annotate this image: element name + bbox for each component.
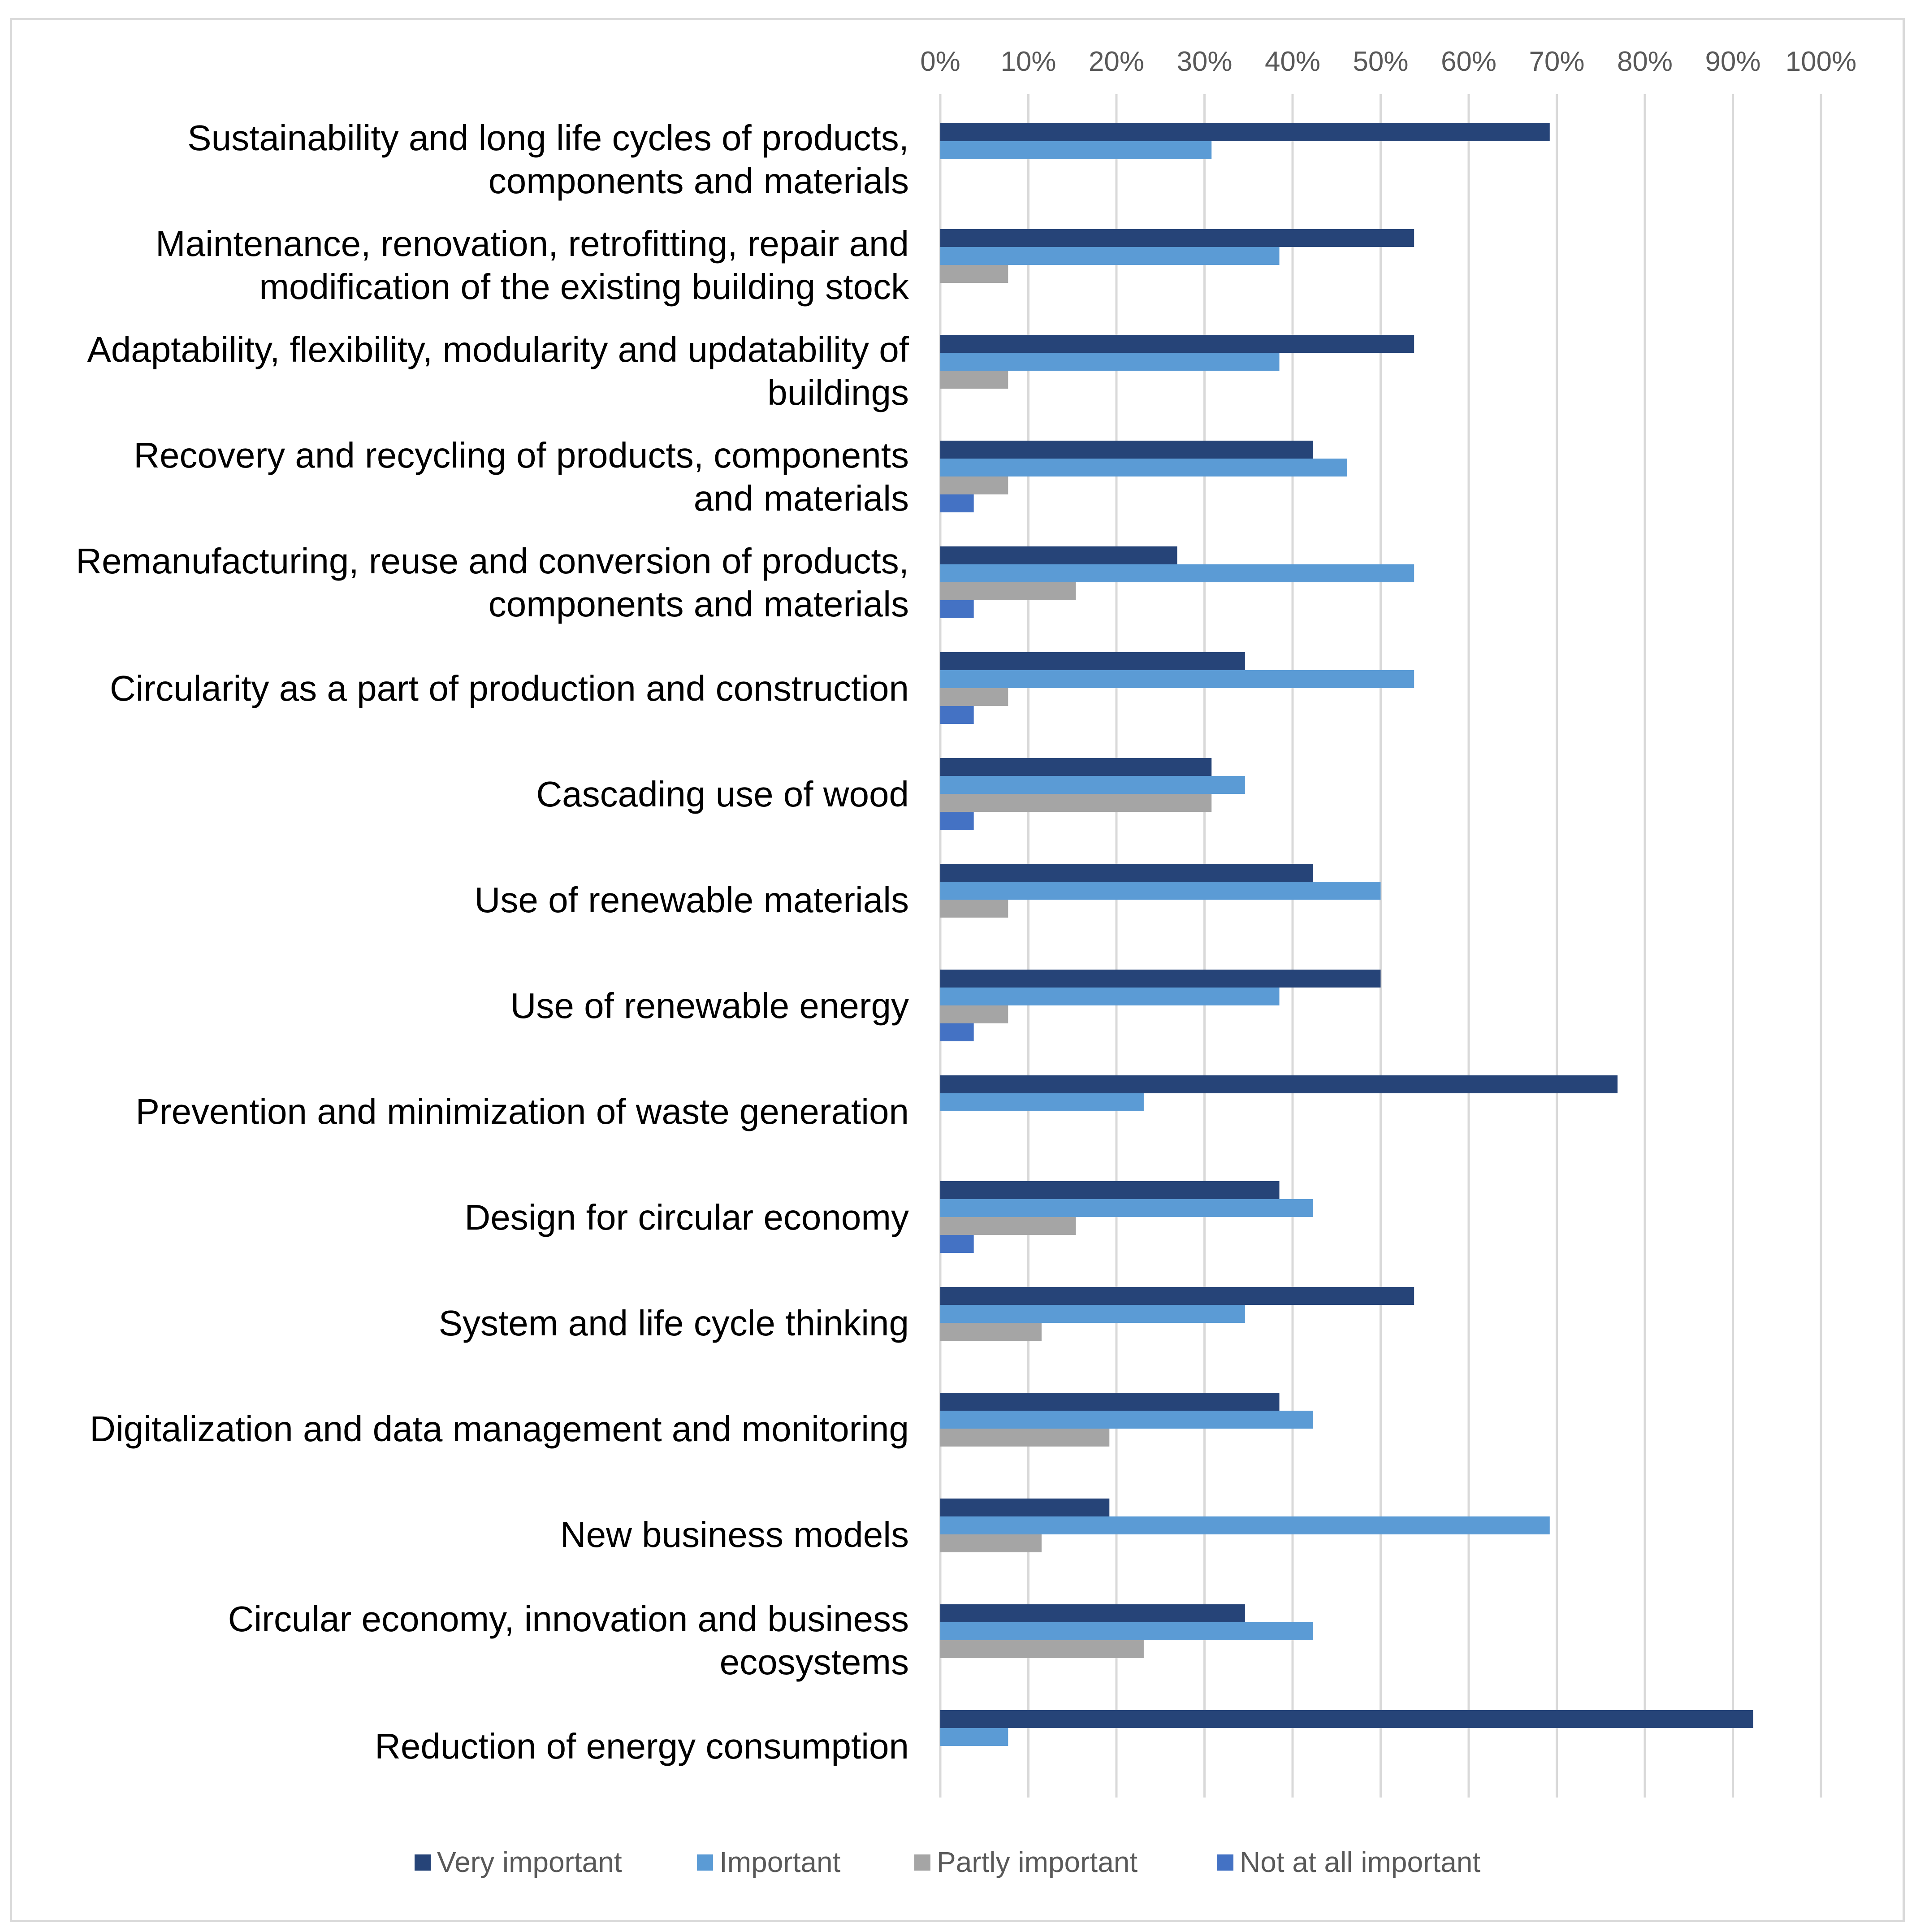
bar [940,1710,1753,1728]
category-label: Digitalization and data management and m… [90,1409,909,1449]
legend-label: Very important [437,1846,622,1878]
legend-item: Important [697,1846,841,1878]
bar [940,1622,1313,1640]
x-tick-label: 0% [920,46,960,77]
x-tick-label: 80% [1617,46,1673,77]
bar [940,1534,1042,1552]
bar [940,477,1008,494]
bar [940,794,1212,812]
x-tick-label: 10% [1000,46,1056,77]
bar [940,564,1414,582]
legend-item: Partly important [914,1846,1137,1878]
bar [940,812,974,830]
bar [940,1023,974,1041]
bar [940,441,1313,459]
bar [940,1181,1280,1199]
category-label: Maintenance, renovation, retrofitting, r… [156,224,909,307]
category-label: Sustainability and long life cycles of p… [187,118,909,201]
x-tick-label: 50% [1353,46,1408,77]
x-tick-label: 30% [1176,46,1232,77]
bar [940,864,1313,882]
bar [940,1305,1245,1323]
x-tick-label: 40% [1265,46,1320,77]
bar [940,582,1076,600]
bar [940,1075,1618,1093]
category-label: Prevention and minimization of waste gen… [136,1092,909,1131]
bar [940,776,1245,794]
category-label: System and life cycle thinking [439,1303,909,1343]
category-labels: Sustainability and long life cycles of p… [76,118,909,1766]
category-label: Use of renewable energy [510,986,909,1026]
bar [940,900,1008,918]
legend-swatch [1217,1854,1233,1871]
bar [940,459,1347,477]
bar [940,1429,1110,1447]
bar [940,1393,1280,1411]
category-label: Recovery and recycling of products, comp… [134,435,909,518]
legend-swatch [697,1854,713,1871]
x-tick-label: 20% [1089,46,1144,77]
x-tick-label: 70% [1529,46,1584,77]
bar [940,988,1280,1005]
bar [940,970,1381,988]
bar [940,335,1414,353]
bar [940,1604,1245,1622]
legend-item: Not at all important [1217,1846,1480,1878]
bar [940,1411,1313,1429]
x-tick-label: 100% [1786,46,1857,77]
legend: Very important Important Partly important N… [415,1846,1480,1878]
legend-label: Not at all important [1240,1846,1480,1878]
bar [940,1093,1144,1111]
bar [940,1728,1008,1746]
category-label: Remanufacturing, reuse and conversion of… [76,541,909,624]
bar [940,1287,1414,1305]
category-label: Design for circular economy [465,1197,909,1237]
bar [940,1217,1076,1235]
bar [940,670,1414,688]
bar [940,1235,974,1253]
bars [940,123,1753,1746]
category-label: New business models [560,1515,909,1555]
bar [940,882,1381,900]
bar [940,688,1008,706]
bar [940,1323,1042,1341]
category-label: Circular economy, innovation and busines… [228,1599,909,1682]
category-label: Circularity as a part of production and … [110,668,909,708]
bar [940,141,1212,159]
bar [940,494,974,512]
bar [940,229,1414,247]
bar [940,1640,1144,1658]
legend-label: Partly important [937,1846,1137,1878]
bar [940,353,1280,371]
x-tick-label: 60% [1441,46,1496,77]
legend-swatch [415,1854,431,1871]
bar [940,652,1245,670]
bar [940,1516,1550,1534]
legend-label: Important [719,1846,841,1878]
category-label: Use of renewable materials [475,880,909,920]
bar [940,1005,1008,1023]
bar [940,706,974,724]
bar [940,123,1550,141]
bar [940,265,1008,283]
category-label: Cascading use of wood [536,774,909,814]
category-label: Adaptability, flexibility, modularity an… [87,329,909,412]
bar [940,758,1212,776]
bar [940,546,1177,564]
bar [940,1199,1313,1217]
legend-item: Very important [415,1846,622,1878]
bar [940,600,974,618]
bar [940,371,1008,389]
bar [940,247,1280,265]
x-tick-label: 90% [1705,46,1760,77]
legend-swatch [914,1854,930,1871]
bar [940,1499,1110,1516]
category-label: Reduction of energy consumption [375,1726,909,1766]
x-axis-ticks: 0% 10% 20% 30% 40% 50% 60% 70% 80% 90% 100% [920,46,1856,77]
